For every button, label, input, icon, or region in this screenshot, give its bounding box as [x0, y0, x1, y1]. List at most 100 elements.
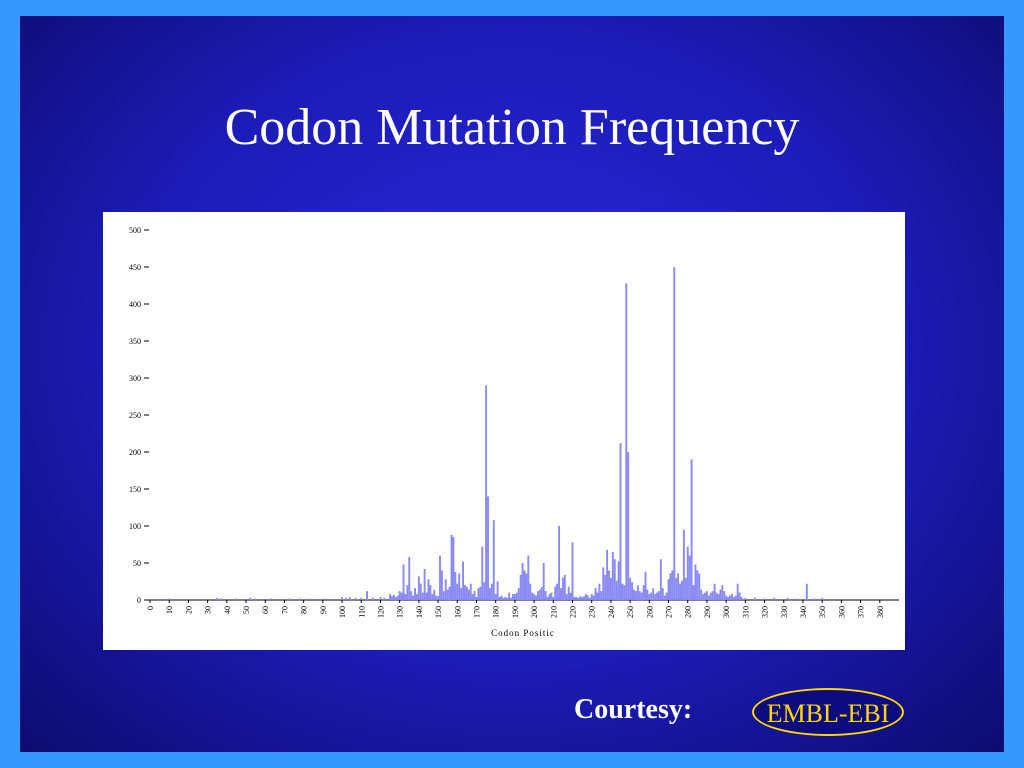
bar: [709, 592, 712, 600]
bar: [421, 592, 424, 600]
bar: [512, 594, 514, 600]
y-tick-label: 450: [129, 263, 141, 272]
bar: [502, 597, 505, 600]
bar: [429, 585, 432, 600]
bar: [711, 591, 714, 600]
bar: [254, 598, 257, 600]
bar: [515, 592, 518, 600]
bar: [485, 385, 488, 600]
slide-title: Codon Mutation Frequency: [224, 99, 800, 156]
x-tick-label: 160: [453, 606, 462, 618]
bar: [730, 594, 733, 600]
bar: [308, 598, 311, 600]
bar: [439, 555, 441, 600]
bar: [533, 594, 536, 600]
bar: [736, 583, 739, 600]
bar: [575, 597, 578, 600]
bar: [510, 597, 513, 600]
x-axis-label: Codon Positic: [491, 628, 555, 638]
bar: [738, 592, 741, 600]
bar: [433, 589, 436, 600]
bar: [656, 592, 658, 600]
x-tick-label: 350: [818, 606, 827, 618]
bar: [471, 594, 474, 600]
bar: [650, 592, 653, 600]
bar: [216, 597, 219, 600]
bar: [717, 594, 720, 600]
bar: [366, 591, 368, 600]
bar: [565, 594, 568, 600]
bar: [513, 594, 516, 600]
bar: [813, 598, 816, 600]
bar: [496, 581, 499, 600]
bar: [521, 563, 524, 600]
x-tick-label: 80: [300, 606, 309, 614]
bar: [581, 597, 584, 600]
bar: [602, 567, 605, 600]
bar: [744, 597, 747, 600]
bar: [786, 597, 789, 600]
bar: [652, 588, 655, 600]
bar: [623, 585, 626, 600]
bar: [638, 591, 641, 600]
bar: [442, 591, 445, 600]
bar: [435, 595, 438, 600]
bar: [729, 595, 731, 600]
bar: [506, 597, 509, 600]
x-tick-label: 200: [530, 606, 539, 618]
bar: [642, 585, 645, 600]
bar: [661, 588, 664, 600]
bar: [379, 597, 382, 600]
bar: [323, 598, 326, 600]
bar: [596, 592, 599, 600]
bar: [419, 583, 422, 600]
bar: [538, 589, 541, 600]
bar: [417, 576, 420, 600]
x-tick-label: 50: [242, 606, 251, 614]
bar: [686, 546, 689, 600]
bar: [391, 596, 393, 600]
bar: [688, 555, 691, 600]
bar: [477, 588, 480, 600]
bar: [704, 592, 706, 600]
x-tick-label: 250: [626, 606, 635, 618]
bar: [696, 570, 699, 600]
bar: [168, 598, 171, 600]
bar: [627, 452, 630, 600]
bar: [410, 591, 413, 600]
bar: [552, 597, 555, 600]
x-tick-label: 360: [837, 606, 846, 618]
bar: [634, 591, 637, 600]
bar: [675, 577, 678, 600]
bar: [490, 583, 493, 600]
bar: [723, 591, 726, 600]
bar: [394, 597, 397, 600]
bar: [713, 583, 716, 600]
bar: [527, 555, 530, 600]
bar: [663, 595, 666, 600]
chart: Codon Positic 05010015020025030035040045…: [103, 212, 905, 650]
bar: [654, 594, 657, 600]
bar: [548, 594, 551, 600]
y-tick-label: 300: [129, 374, 141, 383]
bar: [698, 573, 701, 600]
bar: [535, 595, 537, 600]
bar: [404, 594, 407, 600]
bar: [408, 557, 411, 600]
bar: [619, 443, 622, 600]
bar: [492, 520, 495, 600]
bar: [573, 597, 576, 600]
bar: [389, 594, 392, 600]
bar: [448, 586, 451, 600]
bar: [460, 588, 463, 600]
bar: [415, 594, 418, 600]
bar: [270, 598, 272, 600]
bar: [598, 583, 601, 600]
bar: [383, 597, 386, 600]
bar: [344, 597, 347, 600]
bar: [592, 595, 595, 600]
bar: [611, 551, 614, 600]
bar: [707, 595, 710, 600]
bar: [248, 597, 251, 600]
